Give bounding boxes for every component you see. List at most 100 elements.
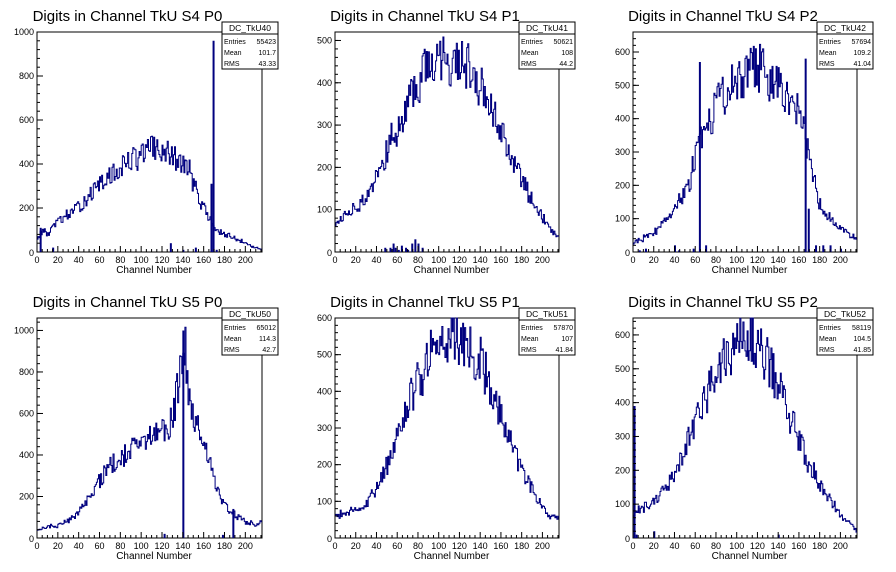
histogram-line — [335, 36, 559, 238]
stats-label: Entries — [224, 39, 246, 46]
x-tick-label: 0 — [29, 248, 34, 258]
histogram-line — [335, 317, 559, 520]
y-tick-label: 600 — [19, 408, 34, 418]
x-tick-label: 80 — [711, 255, 721, 265]
x-tick-label: 60 — [690, 541, 700, 551]
x-tick-label: 80 — [711, 541, 721, 551]
stats-box: DC_TkU40 Entries 55423 Mean 101.7 RMS 43.33 — [221, 21, 279, 70]
chart-title: Digits in Channel TkU S4 P2 — [628, 8, 818, 25]
x-tick-label: 40 — [371, 255, 381, 265]
stats-name: DC_TkU42 — [824, 23, 866, 33]
stats-label: Entries — [819, 39, 841, 46]
x-tick-label: 200 — [238, 255, 253, 265]
stats-frame — [816, 307, 874, 356]
stats-value: 41.85 — [853, 347, 871, 354]
x-tick-label: 0 — [630, 541, 635, 551]
x-tick-label: 140 — [771, 541, 786, 551]
stats-value: 55423 — [257, 39, 277, 46]
stats-value: 41.04 — [853, 61, 871, 68]
x-axis-label: Channel Number — [116, 265, 192, 276]
x-tick-label: 100 — [729, 255, 744, 265]
stats-label: Mean — [224, 336, 242, 343]
y-tick-label: 600 — [19, 115, 34, 125]
stats-label: RMS — [819, 61, 835, 68]
chart-title: Digits in Channel TkU S5 P1 — [330, 294, 520, 311]
y-tick-label: 200 — [615, 465, 630, 475]
stats-label: Entries — [224, 325, 246, 332]
y-tick-label: 200 — [19, 491, 34, 501]
x-tick-label: 160 — [791, 541, 806, 551]
x-tick-label: 60 — [392, 541, 402, 551]
x-tick-label: 0 — [630, 255, 635, 265]
x-tick-label: 0 — [327, 248, 332, 258]
x-tick-label: 20 — [351, 541, 361, 551]
stats-label: Mean — [819, 50, 837, 57]
x-tick-label: 80 — [413, 255, 423, 265]
stats-frame — [221, 307, 279, 356]
plot-frame — [36, 31, 263, 253]
stats-frame — [221, 21, 279, 70]
y-tick-label: 400 — [19, 450, 34, 460]
x-tick-label: 160 — [493, 541, 508, 551]
stats-label: Entries — [819, 325, 841, 332]
x-tick-label: 100 — [431, 541, 446, 551]
x-tick-label: 20 — [649, 255, 659, 265]
stats-label: Mean — [224, 50, 242, 57]
y-tick-label: 500 — [317, 35, 332, 45]
stats-value: 41.84 — [555, 347, 573, 354]
x-tick-label: 120 — [750, 255, 765, 265]
histogram-line — [633, 43, 857, 245]
stats-box: DC_TkU51 Entries 57870 Mean 107 RMS 41.84 — [518, 307, 576, 356]
stats-box: DC_TkU42 Entries 57694 Mean 109.2 RMS 41.04 — [816, 21, 874, 70]
y-tick-label: 200 — [615, 180, 630, 190]
x-tick-label: 0 — [625, 534, 630, 544]
x-tick-label: 120 — [154, 255, 169, 265]
y-tick-label: 800 — [19, 71, 34, 81]
chart-title: Digits in Channel TkU S4 P0 — [33, 8, 223, 25]
y-tick-label: 200 — [317, 460, 332, 470]
x-tick-label: 0 — [34, 255, 39, 265]
stats-value: 107 — [561, 336, 573, 343]
x-tick-label: 60 — [392, 255, 402, 265]
chart-title: Digits in Channel TkU S5 P0 — [33, 294, 223, 311]
stats-value: 58119 — [852, 325, 871, 332]
stats-frame — [816, 21, 874, 70]
x-tick-label: 200 — [833, 255, 848, 265]
stats-value: 104.5 — [853, 336, 871, 343]
stats-label: Entries — [521, 325, 543, 332]
x-tick-label: 40 — [669, 255, 679, 265]
x-tick-label: 40 — [74, 541, 84, 551]
y-tick-label: 300 — [317, 423, 332, 433]
x-tick-label: 200 — [238, 541, 253, 551]
stats-label: Mean — [521, 336, 539, 343]
x-tick-label: 40 — [74, 255, 84, 265]
stats-value: 50621 — [554, 39, 574, 46]
stats-box: DC_TkU41 Entries 50621 Mean 108 RMS 44.2 — [518, 21, 576, 70]
y-tick-label: 600 — [615, 330, 630, 340]
y-tick-label: 300 — [615, 431, 630, 441]
x-tick-label: 200 — [833, 541, 848, 551]
x-tick-label: 100 — [729, 541, 744, 551]
stats-value: 57694 — [852, 39, 872, 46]
y-tick-label: 300 — [615, 147, 630, 157]
chart-title: Digits in Channel TkU S4 P1 — [330, 8, 520, 25]
stats-label: RMS — [521, 61, 537, 68]
stats-value: 43.33 — [258, 61, 276, 68]
x-tick-label: 40 — [371, 541, 381, 551]
stats-frame — [518, 21, 576, 70]
y-tick-label: 800 — [19, 367, 34, 377]
x-tick-label: 100 — [134, 541, 149, 551]
y-tick-label: 300 — [317, 120, 332, 130]
x-tick-label: 180 — [217, 541, 232, 551]
y-tick-label: 100 — [317, 496, 332, 506]
x-tick-label: 120 — [750, 541, 765, 551]
x-axis-label: Channel Number — [414, 551, 490, 562]
x-tick-label: 180 — [217, 255, 232, 265]
stats-value: 101.7 — [258, 50, 276, 57]
y-tick-label: 200 — [19, 203, 34, 213]
histogram-panel: Digits in Channel TkU S4 P0 0 20 40 60 80 100 1… — [14, 8, 279, 276]
x-axis-label: Channel Number — [712, 265, 788, 276]
stats-name: DC_TkU51 — [526, 309, 568, 319]
histogram-panel: Digits in Channel TkU S5 P0 0 20 40 60 80 100 1… — [14, 294, 279, 562]
